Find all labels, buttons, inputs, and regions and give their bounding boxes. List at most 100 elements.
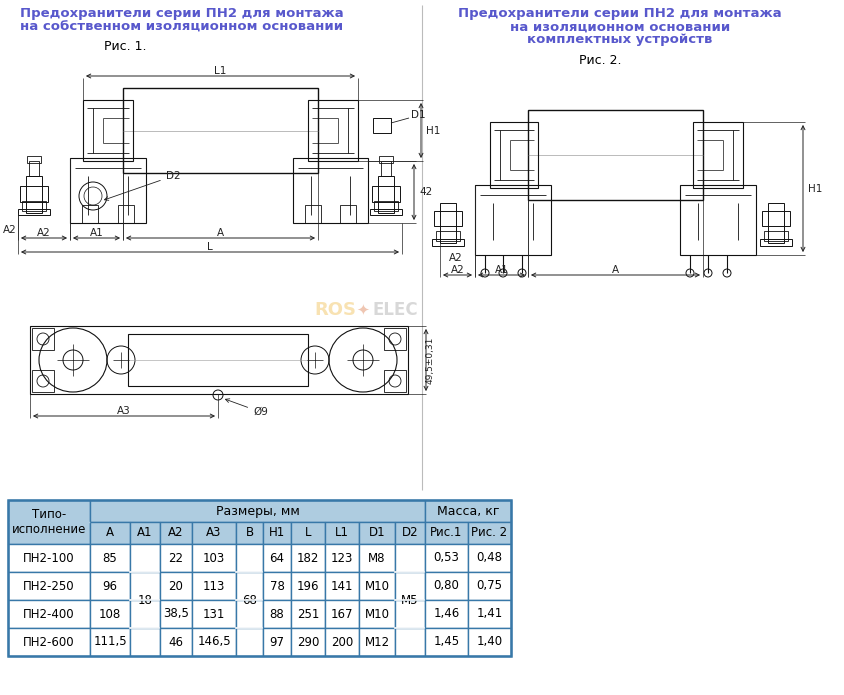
Text: Рис. 2: Рис. 2 xyxy=(471,527,507,539)
Text: 103: 103 xyxy=(203,552,225,564)
Bar xyxy=(160,628,192,656)
Text: L1: L1 xyxy=(214,66,226,76)
Text: комплектных устройств: комплектных устройств xyxy=(527,33,711,47)
Bar xyxy=(29,161,39,176)
Text: A2: A2 xyxy=(37,228,51,238)
Text: 64: 64 xyxy=(269,552,284,564)
Text: 1,46: 1,46 xyxy=(433,607,459,621)
Bar xyxy=(8,572,90,600)
Bar xyxy=(22,201,46,211)
Bar xyxy=(192,600,235,628)
Text: A2: A2 xyxy=(3,225,17,235)
Text: Масса, кг: Масса, кг xyxy=(436,505,499,518)
Text: 85: 85 xyxy=(102,552,117,564)
Bar xyxy=(18,209,50,215)
Text: 146,5: 146,5 xyxy=(197,635,230,648)
Text: ПН2-600: ПН2-600 xyxy=(23,635,75,648)
Bar xyxy=(20,186,48,202)
Bar xyxy=(32,370,54,392)
Bar xyxy=(425,544,468,572)
Text: на собственном изоляционном основании: на собственном изоляционном основании xyxy=(20,20,344,33)
Text: B: B xyxy=(245,527,253,539)
Bar xyxy=(763,231,787,241)
Bar xyxy=(235,572,262,600)
Bar xyxy=(127,334,307,386)
Text: 78: 78 xyxy=(269,580,284,593)
Bar xyxy=(425,600,468,628)
Bar xyxy=(290,544,325,572)
Text: Рис. 2.: Рис. 2. xyxy=(578,54,620,67)
Text: 22: 22 xyxy=(168,552,183,564)
Text: Предохранители серии ПН2 для монтажа: Предохранители серии ПН2 для монтажа xyxy=(20,8,344,20)
Bar xyxy=(339,205,355,223)
Text: A1: A1 xyxy=(89,228,103,238)
Text: L1: L1 xyxy=(334,527,349,539)
Text: 131: 131 xyxy=(203,607,225,621)
Bar xyxy=(160,522,192,544)
Bar xyxy=(290,522,325,544)
Bar xyxy=(27,156,41,163)
Text: Рис.1: Рис.1 xyxy=(430,527,463,539)
Text: A2: A2 xyxy=(449,253,463,263)
Text: ПН2-400: ПН2-400 xyxy=(23,607,75,621)
Bar xyxy=(425,628,468,656)
Bar xyxy=(235,628,262,656)
Bar xyxy=(434,211,462,226)
Text: 167: 167 xyxy=(330,607,353,621)
Bar xyxy=(692,122,742,188)
Text: 38,5: 38,5 xyxy=(163,607,189,621)
Bar xyxy=(123,88,317,173)
Bar xyxy=(32,328,54,350)
Bar xyxy=(118,205,134,223)
Text: A1: A1 xyxy=(137,527,153,539)
Bar xyxy=(130,600,160,628)
Bar xyxy=(468,600,511,628)
Bar xyxy=(325,522,359,544)
Bar xyxy=(82,205,98,223)
Bar xyxy=(528,110,702,200)
Bar xyxy=(160,572,192,600)
Text: 18: 18 xyxy=(138,594,152,607)
Text: M5: M5 xyxy=(401,594,419,607)
Bar xyxy=(262,522,290,544)
Bar xyxy=(130,628,160,656)
Text: A: A xyxy=(217,228,224,238)
Bar xyxy=(474,185,550,255)
Text: A: A xyxy=(611,265,619,275)
Bar xyxy=(359,628,394,656)
Bar xyxy=(359,544,394,572)
Text: 196: 196 xyxy=(296,580,319,593)
Text: Рис. 1.: Рис. 1. xyxy=(104,40,146,53)
Bar xyxy=(425,522,468,544)
Text: 20: 20 xyxy=(168,580,183,593)
Bar xyxy=(468,522,511,544)
Bar xyxy=(90,544,130,572)
Text: A2: A2 xyxy=(168,527,183,539)
Bar xyxy=(307,100,358,161)
Text: 141: 141 xyxy=(330,580,353,593)
Text: 0,48: 0,48 xyxy=(476,552,502,564)
Bar xyxy=(130,522,160,544)
Bar xyxy=(394,628,425,656)
Bar xyxy=(468,628,511,656)
Bar xyxy=(359,600,394,628)
Bar xyxy=(192,628,235,656)
Bar xyxy=(30,326,408,394)
Text: ПН2-100: ПН2-100 xyxy=(23,552,75,564)
Bar xyxy=(290,600,325,628)
Text: 68: 68 xyxy=(241,594,257,607)
Bar xyxy=(394,522,425,544)
Text: L: L xyxy=(207,242,213,252)
Bar xyxy=(394,544,425,572)
Text: D2: D2 xyxy=(401,527,418,539)
Text: ROS: ROS xyxy=(314,301,355,319)
Bar xyxy=(679,185,755,255)
Text: 1,45: 1,45 xyxy=(433,635,459,648)
Bar xyxy=(374,201,398,211)
Bar xyxy=(325,628,359,656)
Text: 108: 108 xyxy=(99,607,121,621)
Text: 0,53: 0,53 xyxy=(433,552,459,564)
Text: на изоляционном основании: на изоляционном основании xyxy=(509,20,729,33)
Text: 1,41: 1,41 xyxy=(476,607,502,621)
Bar xyxy=(8,544,90,572)
